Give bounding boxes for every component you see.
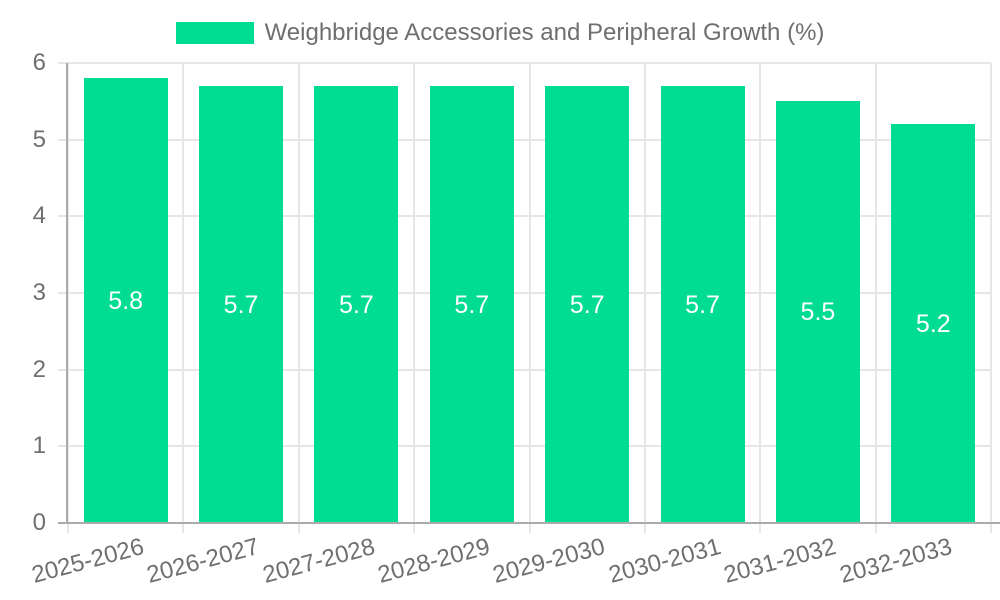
bar-value-label: 5.7 xyxy=(454,290,490,319)
y-gridline xyxy=(58,445,991,448)
bar-value-label: 5.7 xyxy=(569,290,605,319)
bar-value-label: 5.2 xyxy=(915,309,951,338)
y-axis-tick-label: 5 xyxy=(32,125,46,153)
y-axis-tick-label: 1 xyxy=(32,432,46,460)
x-axis-tick-label: 2026-2027 xyxy=(144,533,263,589)
y-axis-tick-label: 0 xyxy=(32,509,46,536)
y-axis-tick-label: 2 xyxy=(32,355,46,383)
x-axis-tick-label: 2025-2026 xyxy=(28,533,147,589)
x-gridline xyxy=(182,63,185,533)
y-axis-tick-label: 6 xyxy=(32,49,46,76)
bar-value-label: 5.7 xyxy=(223,290,259,319)
x-axis-line xyxy=(58,522,1000,524)
x-gridline xyxy=(413,63,416,533)
y-gridline xyxy=(58,215,991,218)
x-gridline xyxy=(67,63,69,533)
x-gridline xyxy=(643,63,646,533)
legend-label: Weighbridge Accessories and Peripheral G… xyxy=(264,19,825,46)
bar xyxy=(775,101,860,523)
bar xyxy=(891,124,976,523)
legend-item[interactable]: Weighbridge Accessories and Peripheral G… xyxy=(175,19,825,47)
bar xyxy=(660,86,745,523)
x-axis-tick-label: 2028-2029 xyxy=(374,533,493,589)
bar-value-label: 5.8 xyxy=(108,286,144,315)
y-gridline xyxy=(58,138,991,141)
x-axis-tick-label: 2029-2030 xyxy=(490,533,609,589)
x-gridline xyxy=(297,63,300,533)
x-gridline xyxy=(990,63,992,533)
x-axis-tick-label: 2032-2033 xyxy=(836,533,955,589)
bar xyxy=(314,86,399,523)
x-gridline xyxy=(759,63,762,533)
legend-swatch xyxy=(175,22,254,44)
chart-legend: Weighbridge Accessories and Peripheral G… xyxy=(0,14,1000,52)
y-gridline xyxy=(58,292,991,294)
bar xyxy=(83,78,168,523)
y-gridline xyxy=(58,368,991,371)
x-axis-tick-label: 2031-2032 xyxy=(721,533,839,589)
bar xyxy=(545,86,630,523)
y-axis-tick-label: 4 xyxy=(32,202,46,230)
bar xyxy=(429,86,514,523)
y-axis-tick-label: 3 xyxy=(32,279,46,306)
x-gridline xyxy=(528,63,531,533)
x-gridline xyxy=(874,63,877,533)
bar-value-label: 5.7 xyxy=(685,290,720,319)
y-gridline xyxy=(58,62,991,64)
bar xyxy=(199,86,284,523)
x-axis-tick-label: 2027-2028 xyxy=(259,533,378,589)
bar-value-label: 5.7 xyxy=(339,290,374,319)
x-axis-tick-label: 2030-2031 xyxy=(605,533,724,589)
y-axis-line xyxy=(66,63,68,523)
bar-value-label: 5.5 xyxy=(800,298,836,327)
